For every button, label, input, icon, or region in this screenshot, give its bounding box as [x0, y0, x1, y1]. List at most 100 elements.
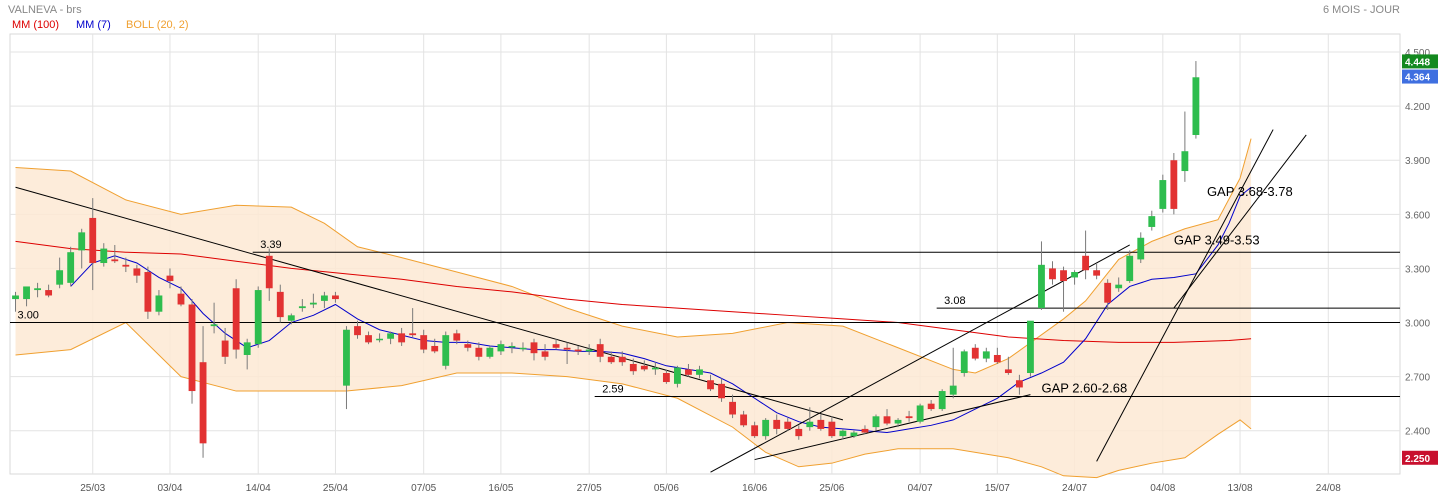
candle-body [1027, 320, 1034, 374]
candle [740, 410, 748, 428]
candle-body [850, 432, 858, 437]
candle-body [78, 232, 86, 251]
candle [1181, 111, 1189, 182]
candle [519, 342, 527, 352]
ma100-line [15, 240, 1252, 343]
level-lines: 3.39 3.08 3.00 2.59 [10, 239, 1400, 397]
candle-body [1038, 264, 1045, 309]
candle [166, 268, 174, 289]
candle [916, 403, 924, 424]
candle-body [221, 340, 229, 357]
candle-body [100, 248, 108, 264]
candle-body [618, 356, 626, 363]
candle-body [497, 344, 505, 352]
candle [298, 299, 306, 312]
candle-body [938, 391, 946, 410]
candle [850, 430, 858, 438]
candle-body [464, 344, 472, 348]
candle-body [486, 347, 494, 357]
candle-body [839, 430, 847, 437]
candle [640, 360, 648, 372]
candle [1137, 232, 1145, 264]
candle-body [431, 345, 439, 352]
candle-body [662, 373, 670, 383]
x-tick-label: 13/08 [1228, 483, 1253, 494]
candle-body [1170, 160, 1178, 209]
trend-line [754, 394, 1031, 461]
x-tick-label: 05/06 [654, 483, 679, 494]
x-tick-label: 07/05 [411, 483, 436, 494]
candle-body [45, 290, 53, 296]
candle [232, 279, 240, 359]
candle-body [751, 425, 759, 437]
candle-body [1049, 268, 1056, 280]
candle-body [905, 416, 913, 419]
price-tag-label: 4.364 [1405, 73, 1430, 84]
candle [696, 365, 703, 379]
candle [420, 329, 428, 354]
candle-body [729, 401, 736, 415]
candle-body [960, 351, 968, 374]
candle-body [475, 347, 483, 357]
candle [1159, 174, 1167, 213]
candle-body [640, 365, 648, 370]
candle-body [254, 290, 262, 345]
candle-body [1004, 369, 1012, 374]
candle-body [530, 342, 538, 354]
candle [254, 286, 262, 348]
candle [707, 374, 714, 392]
x-tick-label: 03/04 [157, 483, 182, 494]
candle-body [232, 288, 240, 350]
candle-body [12, 295, 19, 300]
candle [629, 358, 637, 375]
bollinger-lower-line [15, 321, 1252, 479]
candle [409, 308, 417, 337]
candle [133, 264, 141, 283]
candle-body [144, 272, 152, 312]
candle [773, 414, 781, 435]
trend-line [710, 244, 1130, 473]
candle-body [651, 367, 659, 370]
candle [1115, 277, 1123, 292]
candle [199, 326, 207, 458]
candle [541, 344, 549, 361]
candle-body [916, 405, 924, 422]
candle-body [861, 428, 869, 433]
candle [1192, 61, 1200, 139]
candle [949, 347, 957, 399]
candle-body [122, 264, 130, 267]
candle [464, 340, 472, 352]
candle [795, 425, 803, 440]
candle-body [398, 333, 406, 343]
gap-label: GAP 2.60-2.68 [1041, 380, 1127, 395]
candle [1104, 279, 1112, 310]
candle-body [607, 356, 615, 363]
candle [729, 394, 736, 419]
price-tag-label: 4.448 [1405, 57, 1430, 68]
candle [398, 327, 406, 346]
candle-body [1093, 270, 1101, 276]
candle [177, 286, 185, 307]
candle [1027, 320, 1034, 377]
candle-body [541, 351, 549, 357]
level-label: 2.59 [602, 383, 623, 395]
candle [12, 291, 19, 312]
candle [674, 365, 681, 388]
x-tick-label: 16/05 [488, 483, 513, 494]
candle [287, 313, 295, 325]
candle-body [166, 275, 174, 282]
candle-body [188, 304, 196, 392]
legend-boll: BOLL (20, 2) [126, 19, 189, 31]
candle-body [1181, 151, 1189, 172]
candle [718, 378, 725, 402]
candle [574, 345, 582, 355]
candle-body [298, 306, 306, 309]
x-tick-label: 14/04 [246, 483, 271, 494]
x-axis: 25/03 03/04 14/04 25/04 07/05 16/05 27/05 05/06… [80, 483, 1341, 494]
period-label: 6 MOIS - JOUR [1322, 4, 1400, 16]
candle-body [343, 329, 350, 386]
x-tick-label: 04/07 [908, 483, 933, 494]
y-tick-label: 3.300 [1405, 264, 1430, 275]
candle [188, 299, 196, 404]
candle-body [949, 385, 957, 395]
